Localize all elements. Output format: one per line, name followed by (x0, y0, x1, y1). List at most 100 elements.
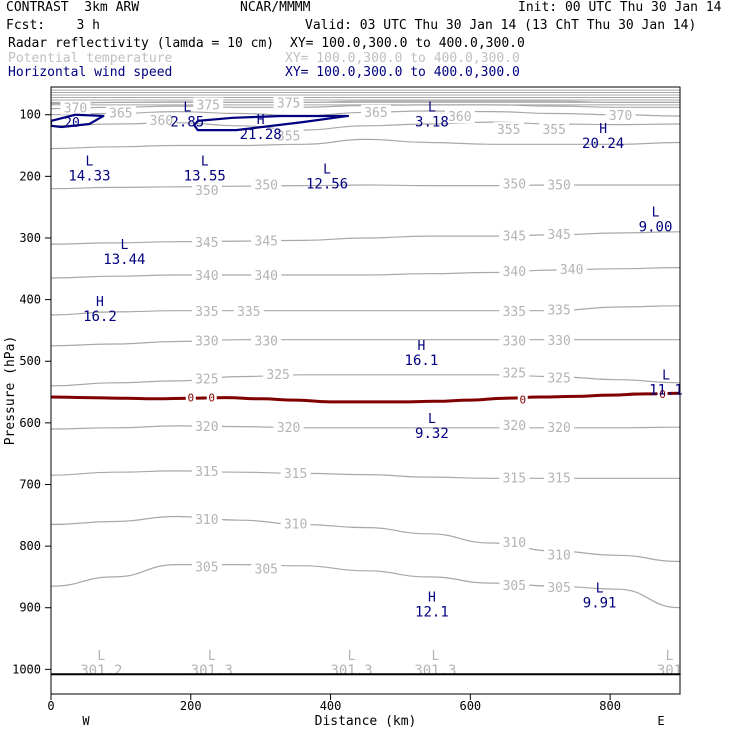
theta-label-bg (360, 104, 391, 119)
theta-label: 320 (277, 421, 300, 436)
field-reflectivity: Radar reflectivity (lamda = 10 cm) (8, 36, 275, 51)
theta-label-bg (191, 268, 222, 283)
theta-label-bg (263, 366, 294, 381)
theta-label-bg (280, 516, 311, 531)
wind-contour-center (193, 114, 350, 132)
theta-label: 320 (195, 420, 218, 435)
extremum-type: L (201, 154, 209, 169)
theta-label-bg (499, 578, 530, 593)
theta-label-bg (280, 466, 311, 481)
plot-frame (50, 86, 681, 695)
theta-label: 330 (503, 335, 526, 350)
extremum-value: 16.2 (83, 309, 117, 325)
theta-label-bg (605, 107, 636, 122)
zero-label: 0 (519, 393, 526, 406)
y-tick-label: 700 (19, 477, 41, 491)
extremum-type: H (96, 295, 104, 310)
y-tick-label: 500 (19, 354, 41, 368)
theta-label: 335 (547, 304, 570, 319)
extremum-value: 11.1 (649, 383, 683, 399)
theta-label-bg (146, 112, 177, 127)
east-label: E (657, 714, 664, 728)
x-tick-label: 600 (459, 699, 481, 713)
zero-label-bg (206, 391, 217, 404)
theta-label: 330 (255, 335, 278, 350)
theta-label-bg (251, 233, 282, 248)
extremum-value: 21.28 (240, 127, 282, 143)
extremum-type: L (86, 154, 94, 169)
extremum-type: H (417, 339, 425, 354)
theta-label: 375 (197, 98, 220, 113)
theta-label-bg (191, 464, 222, 479)
theta-label-bg (499, 417, 530, 432)
extremum-value: 13.44 (103, 252, 145, 268)
theta-contour-325 (51, 374, 680, 387)
extremum-value: 9.32 (415, 426, 449, 442)
extremum-type: L (120, 238, 128, 253)
theta-label-bg (499, 303, 530, 318)
x-axis-label: Distance (km) (315, 714, 417, 729)
x-tick-label: 200 (180, 699, 202, 713)
theta-label-bg (544, 470, 575, 485)
zero-label-bg (517, 393, 528, 406)
theta-label-bg (191, 333, 222, 348)
theta-label: 360 (448, 110, 471, 125)
extremum-type: L (666, 649, 674, 664)
theta-label: 355 (497, 123, 520, 138)
theta-label-bg (499, 176, 530, 191)
theta-label: 345 (255, 235, 278, 250)
theta-contour-305 (51, 563, 680, 609)
y-tick-label: 100 (19, 108, 41, 122)
organization: NCAR/MMMM (240, 0, 311, 15)
theta-contours (51, 89, 680, 609)
extremum-value: 20.24 (582, 136, 624, 152)
extremum-type: L (431, 649, 439, 664)
theta-label-bg (544, 419, 575, 434)
theta-label-bg (499, 333, 530, 348)
theta-label-bg (251, 177, 282, 192)
field-theta: Potential temperature (8, 51, 173, 66)
theta-label: 350 (547, 179, 570, 194)
theta-label-bg (191, 303, 222, 318)
extremum-value: 16.1 (405, 353, 439, 369)
theta-label: 335 (237, 305, 260, 320)
theta-label: 305 (503, 579, 526, 594)
theta-label: 305 (195, 561, 218, 576)
theta-label: 305 (547, 581, 570, 596)
y-axis-label: Pressure (hPa) (3, 336, 18, 446)
y-tick-label: 800 (19, 539, 41, 553)
extremum-type: L (208, 649, 216, 664)
theta-label-bg (191, 512, 222, 527)
extremum-type: L (348, 649, 356, 664)
theta-label: 315 (503, 471, 526, 486)
theta-label: 315 (547, 471, 570, 486)
valid-time: Valid: 03 UTC Thu 30 Jan 14 (13 ChT Thu … (305, 18, 697, 33)
theta-label-bg (544, 580, 575, 595)
theta-label: 340 (255, 269, 278, 284)
forecast-hour: Fcst: 3 h (6, 18, 100, 33)
field-reflectivity-xy: XY= 100.0,300.0 to 400.0,300.0 (290, 36, 525, 51)
init-time: Init: 00 UTC Thu 30 Jan 14 (518, 0, 722, 15)
theta-contour-330 (51, 339, 680, 347)
theta-contour-315 (51, 470, 680, 479)
model-title: CONTRAST 3km ARW (6, 0, 140, 15)
theta-label-bg (499, 535, 530, 550)
theta-label-bg (193, 97, 224, 112)
theta-contour-320 (51, 425, 680, 430)
theta-label-bg (251, 268, 282, 283)
zero-label-bg (185, 391, 196, 404)
theta-label: 335 (503, 305, 526, 320)
field-wind: Horizontal wind speed (8, 65, 173, 80)
theta-label: 365 (364, 106, 387, 121)
theta-label: 350 (195, 184, 218, 199)
theta-label-bg (544, 226, 575, 241)
theta-label: 330 (195, 335, 218, 350)
x-tick-label: 800 (599, 699, 621, 713)
theta-label: 350 (503, 177, 526, 192)
extremum-value: 9.00 (639, 219, 673, 235)
theta-contour-345 (51, 231, 680, 245)
theta-contour-335 (51, 305, 680, 316)
theta-label-bg (60, 100, 91, 115)
